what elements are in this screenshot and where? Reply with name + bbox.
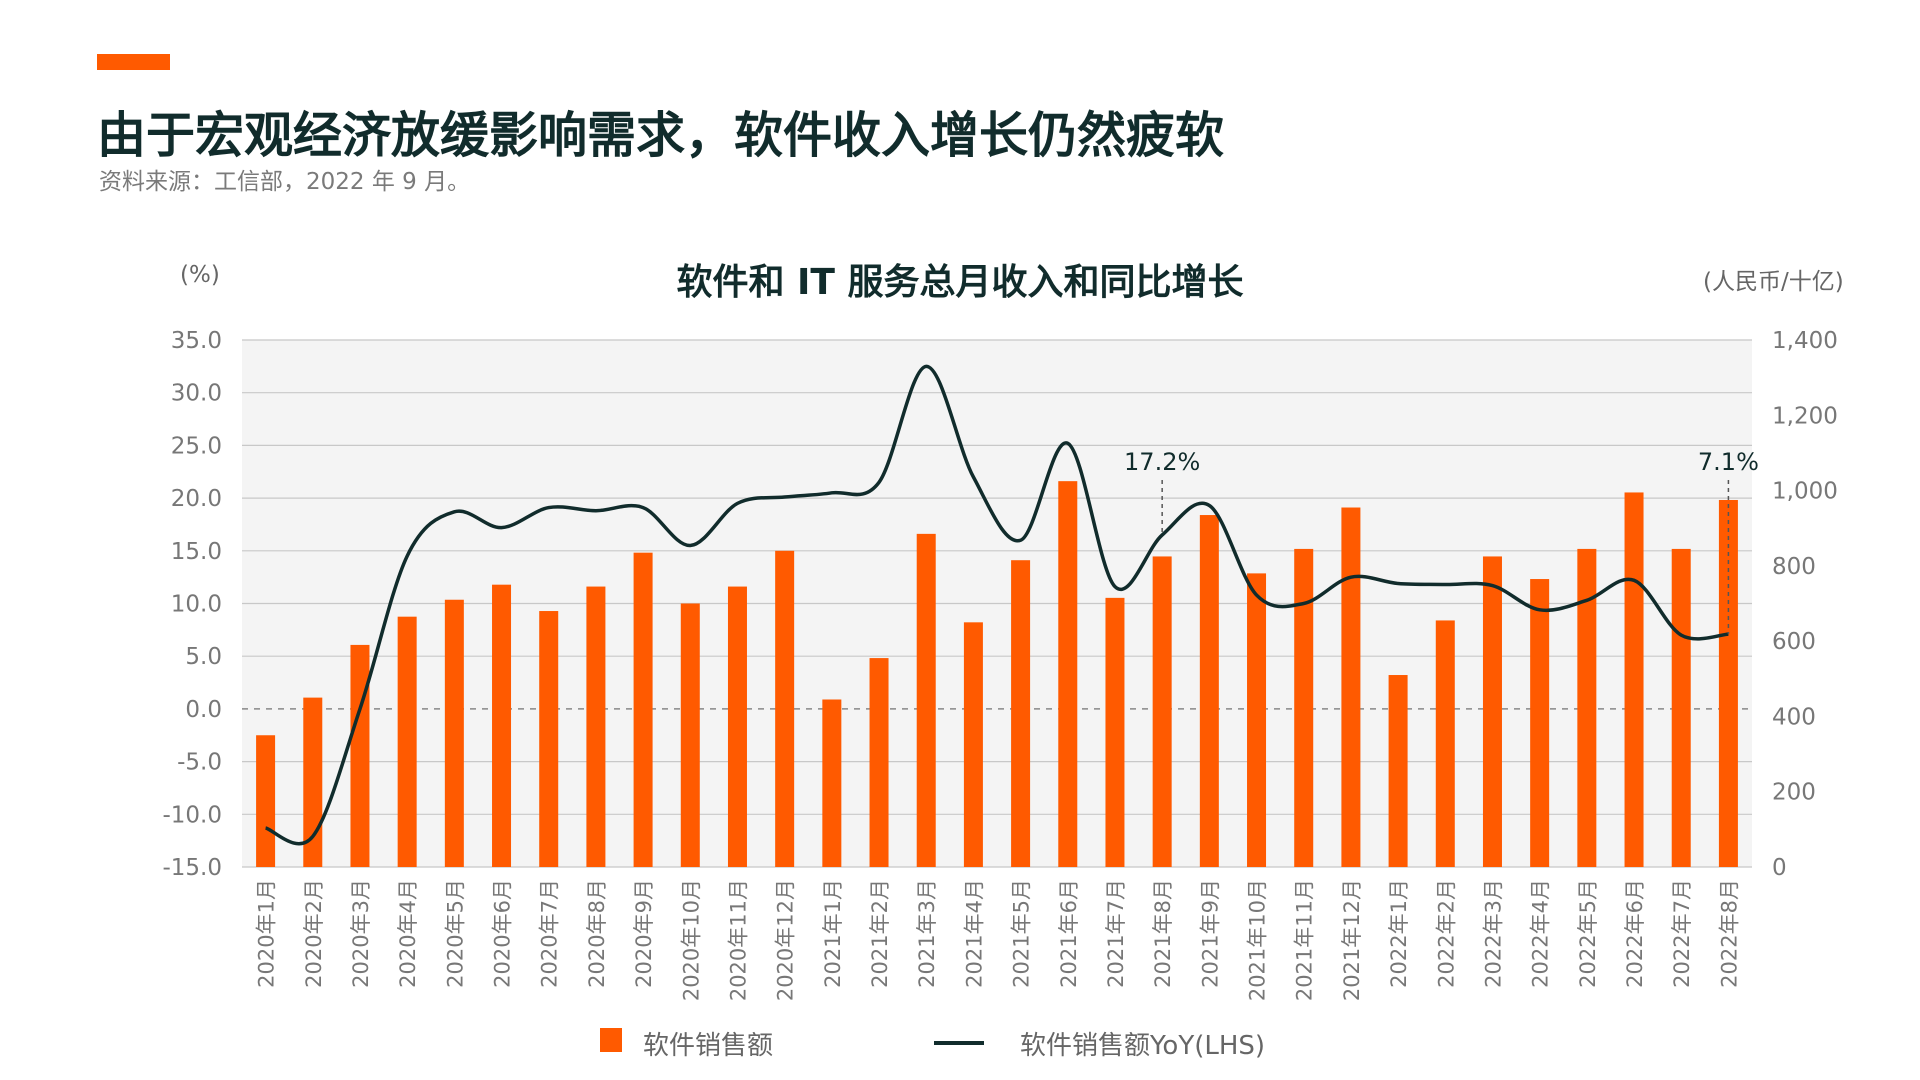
x-tick-label: 2021年6月 <box>1057 879 1081 988</box>
legend-line-swatch <box>934 1041 984 1045</box>
bar <box>1388 675 1408 867</box>
bar <box>1435 620 1455 867</box>
x-tick-label: 2021年5月 <box>1010 879 1034 988</box>
y-left-tick-label: 25.0 <box>171 433 222 459</box>
x-tick-label: 2022年7月 <box>1670 879 1694 988</box>
y-right-tick-label: 600 <box>1772 629 1816 655</box>
x-tick-label: 2022年2月 <box>1434 879 1458 988</box>
x-tick-label: 2020年2月 <box>302 879 326 988</box>
x-tick-label: 2021年12月 <box>1340 879 1364 1001</box>
y-left-tick-label: 30.0 <box>171 381 222 407</box>
legend-line-label: 软件销售额YoY(LHS) <box>1020 1031 1266 1061</box>
bar <box>1577 548 1597 867</box>
annotation-label: 17.2% <box>1124 448 1200 476</box>
x-tick-label: 2021年2月 <box>868 879 892 988</box>
annotation-label: 7.1% <box>1698 448 1759 476</box>
bar <box>1152 556 1172 867</box>
y-left-tick-label: 0.0 <box>185 697 222 723</box>
x-tick-label: 2021年1月 <box>821 879 845 988</box>
x-tick-label: 2022年8月 <box>1717 879 1741 988</box>
legend-bar-swatch <box>600 1028 622 1052</box>
bar <box>1718 499 1738 867</box>
bar <box>586 586 606 867</box>
x-tick-label: 2021年4月 <box>962 879 986 988</box>
bar <box>1058 481 1078 867</box>
bar <box>1671 548 1691 867</box>
y-left-tick-label: -5.0 <box>177 750 222 776</box>
x-tick-label: 2022年4月 <box>1529 879 1553 988</box>
bar <box>727 586 747 867</box>
y-left-tick-label: 5.0 <box>185 644 222 670</box>
bar <box>775 550 795 867</box>
x-tick-label: 2020年1月 <box>255 879 279 988</box>
y-left-tick-label: 20.0 <box>171 486 222 512</box>
bar <box>1482 556 1502 867</box>
x-tick-label: 2020年11月 <box>726 879 750 1001</box>
bar <box>256 735 276 867</box>
y-left-tick-label: 15.0 <box>171 539 222 565</box>
x-tick-label: 2022年6月 <box>1623 879 1647 988</box>
page-title: 由于宏观经济放缓影响需求，软件收入增长仍然疲软 <box>97 107 1225 164</box>
bar <box>1247 573 1267 867</box>
bar <box>1624 492 1644 867</box>
x-tick-label: 2021年10月 <box>1246 879 1270 1001</box>
x-tick-label: 2021年8月 <box>1151 879 1175 988</box>
bar <box>303 697 323 867</box>
bar <box>916 533 936 867</box>
bar <box>680 603 700 867</box>
chart-title: 软件和 IT 服务总月收入和同比增长 <box>676 262 1244 303</box>
right-axis-unit: (人民币/十亿) <box>1703 269 1844 295</box>
bar <box>397 616 417 867</box>
x-tick-label: 2021年11月 <box>1293 879 1317 1001</box>
y-left-tick-label: -10.0 <box>162 802 222 828</box>
y-right-tick-label: 0 <box>1772 855 1787 881</box>
x-tick-label: 2022年3月 <box>1481 879 1505 988</box>
x-tick-label: 2020年4月 <box>396 879 420 988</box>
bar <box>822 699 842 867</box>
bar <box>492 584 512 867</box>
x-tick-label: 2020年12月 <box>774 879 798 1001</box>
bar <box>869 658 889 867</box>
bar <box>1294 548 1314 867</box>
x-tick-label: 2020年10月 <box>679 879 703 1001</box>
y-right-tick-label: 1,200 <box>1772 403 1838 429</box>
x-tick-label: 2021年7月 <box>1104 879 1128 988</box>
x-tick-label: 2022年1月 <box>1387 879 1411 988</box>
x-tick-label: 2022年5月 <box>1576 879 1600 988</box>
y-right-tick-label: 1,400 <box>1772 328 1838 354</box>
y-right-tick-label: 200 <box>1772 780 1816 806</box>
legend-bar-label: 软件销售额 <box>643 1031 774 1061</box>
y-right-tick-label: 800 <box>1772 554 1816 580</box>
bar <box>1105 597 1125 867</box>
bar <box>1011 560 1031 867</box>
bar <box>633 552 653 867</box>
x-tick-label: 2021年3月 <box>915 879 939 988</box>
title-accent-bar <box>97 54 170 70</box>
y-left-tick-label: 35.0 <box>171 328 222 354</box>
y-left-tick-label: -15.0 <box>162 855 222 881</box>
left-axis-unit: (%) <box>180 262 220 288</box>
bar <box>963 622 983 867</box>
y-right-tick-label: 1,000 <box>1772 479 1838 505</box>
x-tick-label: 2020年8月 <box>585 879 609 988</box>
x-tick-label: 2020年7月 <box>538 879 562 988</box>
x-tick-label: 2021年9月 <box>1198 879 1222 988</box>
y-left-tick-label: 10.0 <box>171 592 222 618</box>
bar <box>1199 515 1219 867</box>
bar <box>539 611 559 867</box>
x-tick-label: 2020年9月 <box>632 879 656 988</box>
y-right-tick-label: 400 <box>1772 704 1816 730</box>
bar <box>1341 507 1361 867</box>
bar <box>350 644 370 867</box>
yoy-line <box>264 364 1729 846</box>
x-tick-label: 2020年6月 <box>491 879 515 988</box>
bar <box>1530 579 1550 867</box>
x-tick-label: 2020年3月 <box>349 879 373 988</box>
bar <box>444 599 464 867</box>
x-tick-label: 2020年5月 <box>443 879 467 988</box>
source-note: 资料来源：工信部，2022 年 9 月。 <box>99 169 471 195</box>
